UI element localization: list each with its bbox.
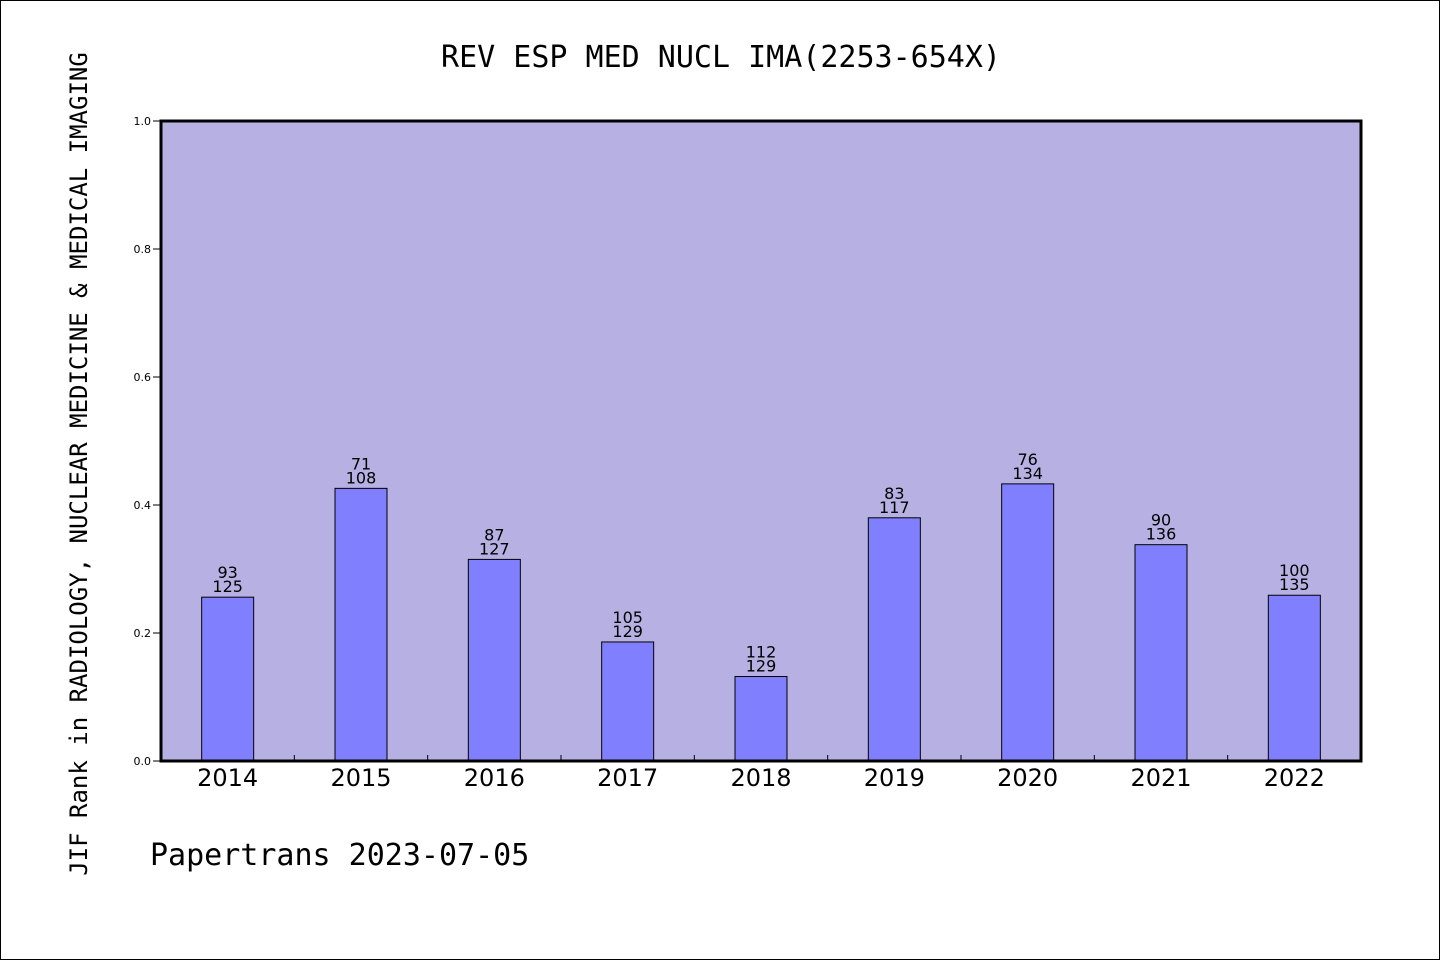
- rank-label-2018: 112: [746, 643, 777, 662]
- bar-2019: [867, 517, 921, 762]
- bar-2014: [201, 596, 255, 762]
- y-tick-label-1: 0.2: [134, 627, 152, 640]
- rank-label-2014: 93: [217, 563, 237, 582]
- x-tick-label-2020: 2020: [997, 764, 1058, 792]
- x-tick-label-2019: 2019: [864, 764, 925, 792]
- footer-credit: Papertrans 2023-07-05: [150, 838, 529, 873]
- x-tick-label-2016: 2016: [464, 764, 525, 792]
- total-label-2017: 129: [612, 622, 643, 641]
- rank-label-2017: 105: [612, 608, 643, 627]
- bar-2018: [734, 676, 788, 762]
- y-tick-label-3: 0.6: [134, 371, 152, 384]
- rank-label-2021: 90: [1151, 511, 1171, 530]
- total-label-2015: 108: [346, 468, 377, 487]
- y-tick-label-4: 0.8: [134, 243, 152, 256]
- rank-label-2016: 87: [484, 525, 504, 544]
- y-tick-label-5: 1.0: [134, 115, 152, 128]
- x-axis: 2014 2015 2016 2017 2018 2019 2020 2021 2022: [197, 755, 1325, 792]
- total-label-2021: 136: [1146, 525, 1177, 544]
- bar-2020: [1001, 483, 1055, 762]
- total-label-2014: 125: [212, 577, 243, 596]
- x-tick-label-2018: 2018: [730, 764, 791, 792]
- plot-frame: [159, 119, 1363, 763]
- y-axis-label: JIF Rank in RADIOLOGY, NUCLEAR MEDICINE …: [65, 52, 93, 876]
- rank-label-2020: 76: [1017, 450, 1037, 469]
- x-tick-label-2021: 2021: [1130, 764, 1191, 792]
- total-label-2019: 117: [879, 498, 910, 517]
- rank-label-2019: 83: [884, 484, 904, 503]
- chart-title: REV ESP MED NUCL IMA(2253-654X): [441, 40, 1001, 75]
- rank-label-2015: 71: [351, 454, 371, 473]
- data-labels-group: 9312571108871271051291121298311776134901…: [212, 450, 1309, 676]
- x-tick-label-2022: 2022: [1264, 764, 1325, 792]
- y-tick-label-0: 0.0: [134, 755, 152, 768]
- bar-2022: [1267, 594, 1321, 762]
- y-tick-label-2: 0.4: [134, 499, 152, 512]
- total-label-2018: 129: [746, 657, 777, 676]
- total-label-2020: 134: [1012, 464, 1043, 483]
- total-label-2016: 127: [479, 539, 510, 558]
- bars-group: [201, 483, 1321, 762]
- x-tick-label-2014: 2014: [197, 764, 258, 792]
- y-axis: 0.0 0.2 0.4 0.6 0.8 1.0: [134, 115, 161, 768]
- rank-label-2022: 100: [1279, 561, 1310, 580]
- bar-2015: [334, 487, 388, 762]
- total-label-2022: 135: [1279, 575, 1310, 594]
- bar-2021: [1134, 544, 1188, 762]
- bar-2017: [601, 641, 655, 762]
- x-tick-label-2017: 2017: [597, 764, 658, 792]
- bar-2016: [467, 558, 521, 762]
- x-tick-label-2015: 2015: [330, 764, 391, 792]
